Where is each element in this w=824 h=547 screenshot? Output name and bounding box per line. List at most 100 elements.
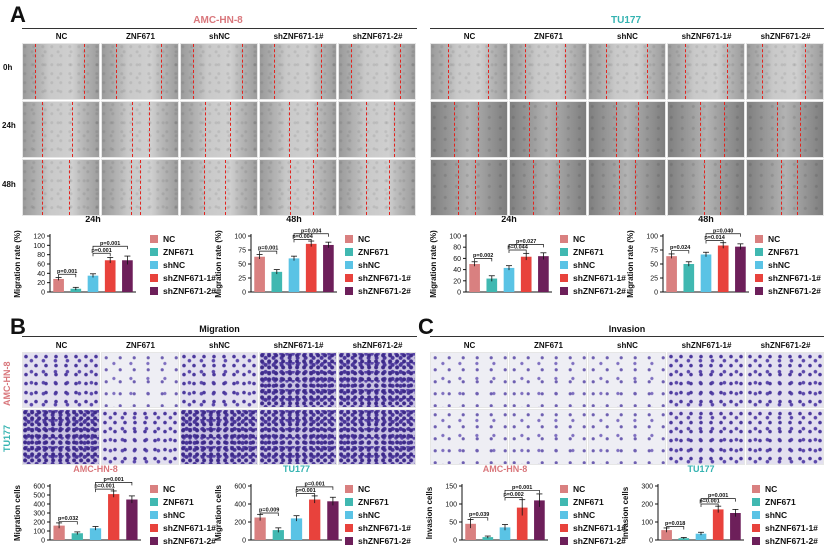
y-tick-label: 100 — [445, 502, 457, 509]
wound-edge-line — [615, 102, 617, 157]
transwell-image — [259, 409, 337, 465]
y-tick-label: 100 — [646, 234, 658, 241]
legend-label: shZNF671-1# — [768, 272, 821, 283]
wound-edge-line — [42, 102, 43, 157]
y-tick-label: 400 — [234, 502, 246, 509]
significance-bracket — [259, 512, 279, 516]
wound-edge-line — [115, 44, 117, 99]
bar-shZNF671-1# — [104, 260, 116, 292]
scratch-image — [101, 159, 179, 216]
bar-ZNF671 — [71, 533, 83, 540]
significance-bracket — [58, 521, 78, 525]
legend-label: NC — [573, 483, 586, 494]
legend-swatch — [150, 484, 158, 493]
legend-item: shZNF671-2# — [560, 534, 626, 547]
transwell-image — [22, 352, 100, 408]
legend-swatch — [752, 484, 760, 493]
significance-bracket — [705, 233, 741, 237]
legend-a1: NC ZNF671 shNC shZNF671-1# shZNF671-2# — [150, 232, 216, 297]
wound-edge-line — [804, 44, 806, 99]
wound-edge-line — [389, 160, 391, 215]
chart-title: 48h — [286, 214, 302, 224]
wound-edge-line — [781, 160, 783, 215]
panel-b-rule — [22, 336, 417, 337]
y-axis-label: Migration rate (%) — [626, 230, 635, 298]
wound-edge-line — [457, 160, 459, 215]
wound-edge-line — [83, 44, 85, 99]
transwell-image — [22, 409, 100, 465]
chart-title: 48h — [698, 214, 714, 224]
wound-edge-line — [646, 44, 648, 99]
transwell-image — [509, 409, 587, 465]
significance-bracket — [474, 258, 493, 262]
colhead-nc: NC — [55, 341, 68, 350]
y-tick-label: 60 — [453, 256, 461, 263]
bar-NC — [469, 264, 480, 292]
y-tick-label: 600 — [234, 484, 246, 491]
legend-swatch — [560, 260, 568, 269]
significance-bracket — [293, 233, 329, 237]
scratch-image — [101, 43, 179, 100]
scratch-image — [338, 159, 416, 216]
legend-swatch — [752, 536, 760, 545]
legend-swatch — [560, 523, 568, 532]
significance-bracket — [95, 482, 133, 486]
legend-item: ZNF671 — [752, 495, 818, 508]
legend-label: ZNF671 — [163, 496, 194, 507]
legend-label: shNC — [163, 259, 186, 270]
significance-bracket — [296, 493, 316, 497]
significance-bracket — [95, 488, 115, 493]
y-tick-label: 20 — [37, 280, 45, 287]
p-value-label: p=0.001 — [94, 484, 114, 490]
legend-swatch — [150, 510, 158, 519]
legend-label: shNC — [163, 509, 186, 520]
legend-label: shNC — [765, 509, 788, 520]
bar-ZNF671 — [683, 264, 695, 292]
bar-shNC — [503, 267, 515, 292]
legend-label: shZNF671-1# — [358, 272, 411, 283]
y-axis-label: Migration cells — [13, 484, 22, 541]
transwell-image — [430, 409, 508, 465]
p-value-label: p=0.032 — [58, 516, 78, 522]
legend-label: ZNF671 — [573, 246, 604, 257]
colhead-nc: NC — [463, 341, 476, 350]
legend-swatch — [755, 286, 763, 295]
colhead-znf671: ZNF671 — [126, 32, 155, 41]
legend-swatch — [345, 523, 353, 532]
legend-label: NC — [163, 483, 176, 494]
wound-edge-line — [529, 102, 530, 157]
scratch-image — [338, 101, 416, 158]
chart-title: TU177 — [283, 464, 310, 474]
panel-c-title: Invasion — [608, 324, 646, 334]
bar-shNC — [290, 518, 303, 540]
wound-edge-line — [366, 160, 368, 215]
wound-edge-line — [447, 44, 449, 99]
y-tick-label: 75 — [238, 248, 246, 255]
p-value-label: p=0.024 — [670, 245, 691, 251]
p-value-label: p=0.040 — [713, 228, 733, 234]
wound-edge-line — [203, 160, 205, 215]
legend-item: shZNF671-2# — [150, 534, 216, 547]
legend-swatch — [755, 273, 763, 282]
p-value-label: p=0.002 — [503, 492, 523, 498]
legend-item: ZNF671 — [150, 495, 216, 508]
transwell-image — [746, 352, 824, 408]
y-tick-label: 60 — [37, 262, 45, 269]
y-tick-label: 0 — [242, 290, 246, 297]
y-tick-label: 120 — [33, 234, 45, 241]
p-value-label: p=0.009 — [259, 508, 279, 514]
legend-item: shNC — [560, 508, 626, 521]
transwell-image — [180, 409, 258, 465]
wound-edge-line — [777, 102, 779, 157]
legend-swatch — [150, 273, 158, 282]
significance-bracket — [92, 252, 111, 257]
legend-label: shNC — [358, 509, 381, 520]
legend-label: shZNF671-2# — [573, 285, 626, 296]
legend-swatch — [345, 510, 353, 519]
colhead-nc: NC — [55, 32, 68, 41]
bar-shNC — [700, 254, 712, 292]
wound-edge-line — [453, 102, 455, 157]
legend-item: NC — [755, 232, 821, 245]
row-label-0h: 0h — [3, 63, 13, 72]
transwell-image — [746, 409, 824, 465]
